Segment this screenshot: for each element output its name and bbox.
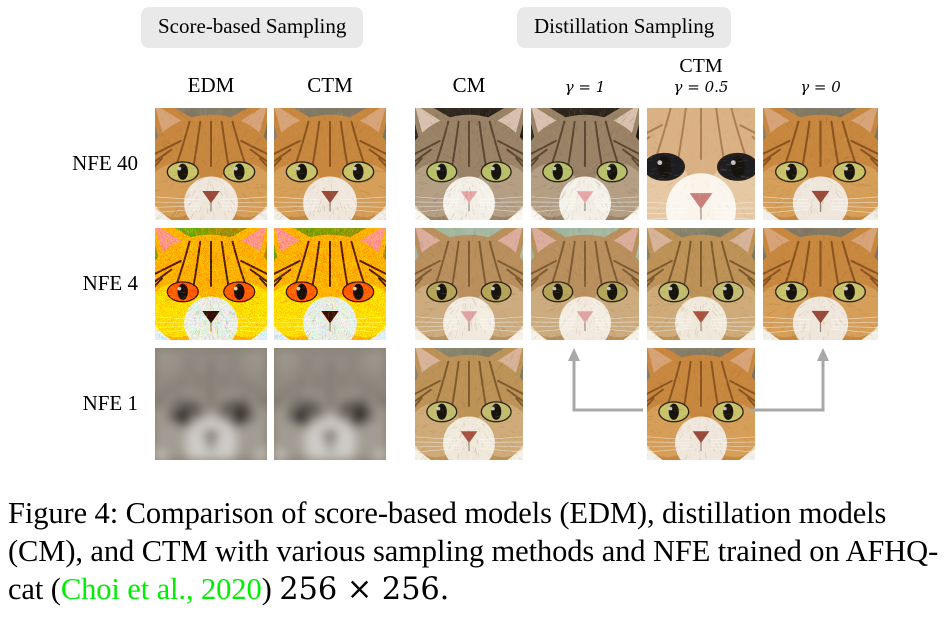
- sample-image-edm-nfe4: [155, 228, 267, 340]
- cat-image-canvas: [155, 348, 267, 460]
- group-header-distillation: Distillation Sampling: [517, 7, 731, 48]
- column-header-gamma-0: γ = 0: [763, 80, 878, 95]
- caption-citation-link[interactable]: Choi et al., 2020: [61, 572, 262, 606]
- column-header-ctm: CTM: [274, 75, 386, 96]
- sample-image-ctm-nfe40: [274, 108, 386, 220]
- sample-image-cm-nfe1: [415, 348, 523, 460]
- cat-image-canvas: [415, 228, 523, 340]
- caption-text-part2: ): [262, 572, 280, 606]
- sample-image-gamma0-nfe40: [763, 108, 878, 220]
- cat-image-canvas: [274, 228, 386, 340]
- cat-image-canvas: [763, 108, 878, 220]
- cat-image-canvas: [415, 108, 523, 220]
- cat-image-canvas: [415, 348, 523, 460]
- ctm-span-label: CTM: [647, 56, 755, 76]
- cat-image-canvas: [647, 228, 755, 340]
- group-header-score-based: Score-based Sampling: [141, 7, 363, 48]
- arrow-to-gamma0-icon: [749, 348, 829, 420]
- column-header-edm: EDM: [155, 75, 267, 96]
- sample-image-cm-nfe40: [415, 108, 523, 220]
- row-label-nfe-1: NFE 1: [30, 393, 138, 414]
- sample-image-gamma05-nfe1: [647, 348, 755, 460]
- cat-image-canvas: [274, 108, 386, 220]
- sample-image-edm-nfe40: [155, 108, 267, 220]
- sample-image-gamma05-nfe40: [647, 108, 755, 220]
- caption-resolution: 256 × 256.: [279, 572, 449, 607]
- cat-image-canvas: [763, 228, 878, 340]
- cat-image-canvas: [531, 228, 639, 340]
- row-label-nfe-4: NFE 4: [30, 273, 138, 294]
- sample-image-cm-nfe4: [415, 228, 523, 340]
- sample-image-gamma0-nfe4: [763, 228, 878, 340]
- cat-image-canvas: [155, 228, 267, 340]
- sample-image-gamma05-nfe4: [647, 228, 755, 340]
- cat-image-canvas: [155, 108, 267, 220]
- sample-image-edm-nfe1: [155, 348, 267, 460]
- figure-caption: Figure 4: Comparison of score-based mode…: [8, 494, 942, 609]
- column-header-gamma-0point5: γ = 0.5: [647, 80, 755, 95]
- arrow-to-gamma1-icon: [568, 348, 643, 420]
- column-header-gamma-1: γ = 1: [531, 80, 639, 95]
- cat-image-canvas: [647, 348, 755, 460]
- row-label-nfe-40: NFE 40: [30, 153, 138, 174]
- cat-image-canvas: [647, 108, 755, 220]
- sample-image-gamma1-nfe4: [531, 228, 639, 340]
- cat-image-canvas: [531, 108, 639, 220]
- sample-image-ctm-nfe4: [274, 228, 386, 340]
- sample-image-gamma1-nfe40: [531, 108, 639, 220]
- sample-image-ctm-nfe1: [274, 348, 386, 460]
- cat-image-canvas: [274, 348, 386, 460]
- column-header-cm: CM: [415, 75, 523, 96]
